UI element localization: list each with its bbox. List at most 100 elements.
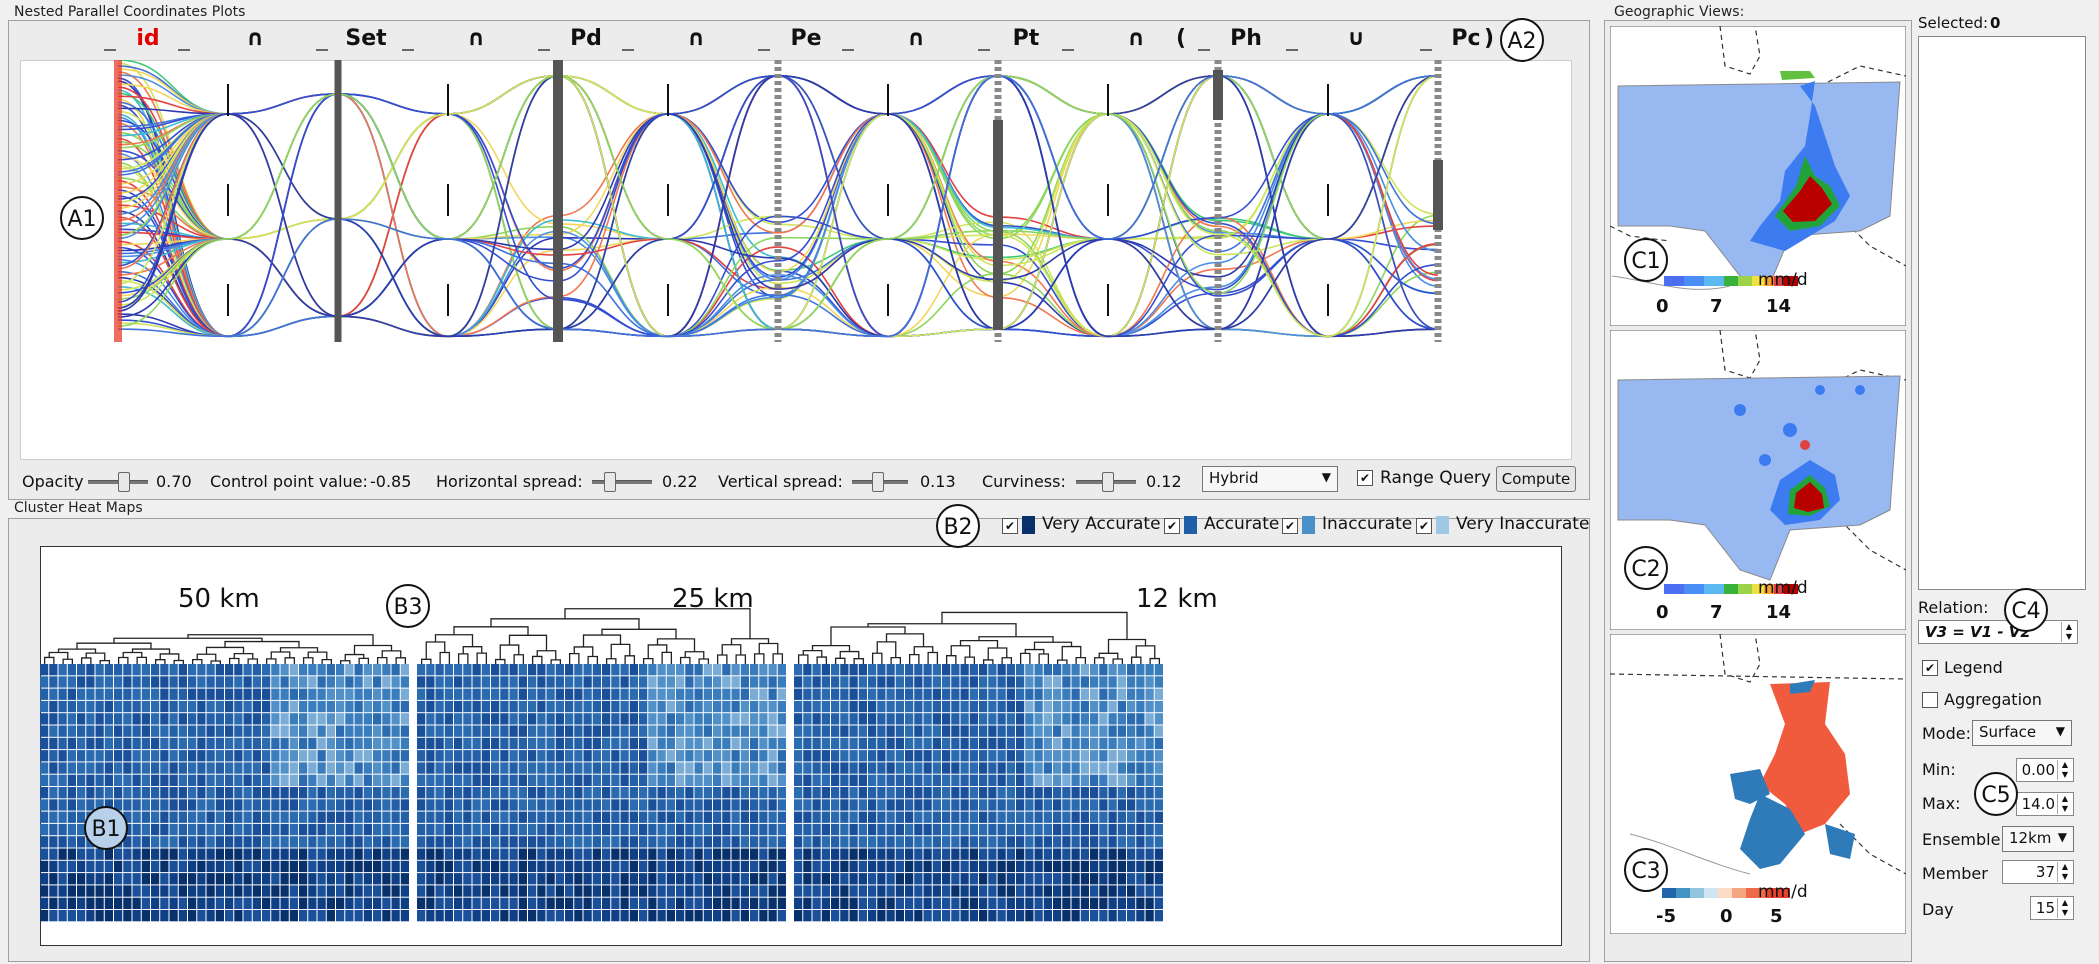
axis-header-op4[interactable]: ∩ (907, 26, 925, 51)
axis-header-op6[interactable]: ∪ (1347, 26, 1365, 51)
pcp-mode-select[interactable]: Hybrid ▼ (1202, 466, 1338, 492)
heatmap-cell (528, 885, 537, 897)
heatmap-cell (583, 664, 592, 676)
heatmap-cell (979, 910, 988, 922)
heatmap-cell (657, 873, 666, 885)
heatmap-cell (942, 836, 951, 848)
axis-header-pc[interactable]: Pc (1451, 26, 1481, 51)
heatmap-cell (417, 823, 426, 836)
day-spinbox[interactable]: 15 ▲ ▼ (2030, 896, 2074, 920)
axis-header-pe[interactable]: Pe (790, 26, 822, 51)
heatmap-cell (840, 885, 849, 897)
axis-header-op5[interactable]: ∩ (1127, 26, 1145, 51)
legend-accurate-checkbox[interactable]: ✔ (1164, 518, 1180, 534)
heatmap-cell (354, 713, 363, 725)
axis-header-op1[interactable]: ∩ (246, 26, 264, 51)
heatmap-cell (463, 848, 472, 860)
heatmap-cell (1136, 799, 1145, 811)
axis-header-op2[interactable]: ∩ (467, 26, 485, 51)
horizontal-spread-handle[interactable] (604, 472, 616, 492)
compute-button[interactable]: Compute (1496, 466, 1576, 492)
heatmap-cell (812, 860, 821, 873)
min-spinbox[interactable]: 0.00 ▲ ▼ (2016, 758, 2074, 782)
heatmap-cell (463, 762, 472, 774)
colorbar-tick-c2-mid: 7 (1710, 602, 1723, 623)
heatmap-cell (777, 664, 786, 676)
axis-header-id[interactable]: id (136, 26, 160, 51)
heatmap-cell (546, 737, 555, 750)
dendrogram-link (1038, 653, 1050, 664)
aggregation-checkbox[interactable] (1922, 692, 1938, 708)
heatmap-cell (555, 774, 564, 786)
heatmap-cell (463, 860, 472, 873)
curviness-handle[interactable] (1102, 472, 1114, 492)
cluster-heatmaps[interactable] (40, 546, 1562, 946)
heatmap-cell (740, 787, 749, 799)
axis-header-set[interactable]: Set (345, 26, 387, 51)
relation-select[interactable]: V3 = V1 - V2 ▲ ▼ (1918, 620, 2078, 644)
dendrogram-link (302, 657, 314, 664)
heatmap-cell (481, 676, 490, 688)
heatmap-cell (472, 774, 481, 786)
heatmap-cell (731, 823, 740, 836)
heatmap-cell (923, 737, 932, 750)
heatmap-cell (574, 811, 583, 823)
heatmap-cell (803, 910, 812, 922)
axis-header-pt[interactable]: Pt (1012, 26, 1040, 51)
legend-inaccurate-checkbox[interactable]: ✔ (1282, 518, 1298, 534)
heatmap-cell (86, 725, 95, 737)
max-stepper-icon[interactable]: ▲ ▼ (2057, 794, 2072, 814)
heatmap-cell (648, 774, 657, 786)
heatmap-cell (794, 713, 803, 725)
legend-checkbox[interactable]: ✔ (1922, 660, 1938, 676)
axis-header-ph[interactable]: Ph (1230, 26, 1262, 51)
heatmap-cell (417, 762, 426, 774)
heatmap-cell (768, 910, 777, 922)
heatmap-cell (528, 811, 537, 823)
heatmap-cell (326, 787, 335, 799)
ensemble-select[interactable]: 12km ▼ (2002, 826, 2074, 852)
heatmap-cell (1117, 762, 1126, 774)
heatmap-cell (463, 774, 472, 786)
heatmap-cell (849, 823, 858, 836)
heatmap-cell (1108, 799, 1117, 811)
horizontal-spread-track[interactable] (592, 480, 652, 484)
axis-header-op3[interactable]: ∩ (687, 26, 705, 51)
pcp-mode-select-value: Hybrid (1209, 469, 1259, 487)
heatmap-cell (592, 873, 601, 885)
legend-very-accurate-checkbox[interactable]: ✔ (1002, 518, 1018, 534)
selected-list[interactable] (1918, 36, 2086, 590)
range-query-checkbox[interactable]: ✔ (1357, 470, 1373, 486)
heatmap-cell (151, 823, 160, 836)
heatmap-cell (86, 750, 95, 762)
geo-map-c3[interactable] (1610, 634, 1906, 934)
heatmap-cell (169, 725, 178, 737)
heatmap-cell (868, 848, 877, 860)
member-stepper-icon[interactable]: ▲ ▼ (2057, 862, 2072, 882)
heatmap-cell (537, 836, 546, 848)
heatmap-cell (722, 910, 731, 922)
heatmap-cell (685, 700, 694, 713)
heatmap-cell (574, 823, 583, 836)
heatmap-cell (648, 897, 657, 909)
heatmap-cell (831, 848, 840, 860)
vertical-spread-handle[interactable] (872, 472, 884, 492)
day-stepper-icon[interactable]: ▲ ▼ (2057, 898, 2072, 918)
min-stepper-icon[interactable]: ▲ ▼ (2057, 760, 2072, 780)
heatmap-cell (454, 799, 463, 811)
member-spinbox[interactable]: 37 ▲ ▼ (2002, 860, 2074, 884)
heatmap-cell (215, 774, 224, 786)
legend-very-inaccurate-checkbox[interactable]: ✔ (1416, 518, 1432, 534)
heatmap-cell (831, 799, 840, 811)
relation-spinner-icon[interactable]: ▲ ▼ (2061, 622, 2076, 642)
axis-header-pd[interactable]: Pd (570, 26, 602, 51)
heatmap-cell (1145, 737, 1154, 750)
opacity-slider-handle[interactable] (118, 472, 130, 492)
heatmap-cell (95, 676, 104, 688)
heatmap-cell (77, 836, 86, 848)
pcp-plot[interactable] (20, 60, 1570, 458)
mode-select[interactable]: Surface ▼ (1972, 720, 2072, 746)
heatmap-cell (988, 750, 997, 762)
heatmap-cell (77, 676, 86, 688)
max-spinbox[interactable]: 14.0 ▲ ▼ (2016, 792, 2074, 816)
